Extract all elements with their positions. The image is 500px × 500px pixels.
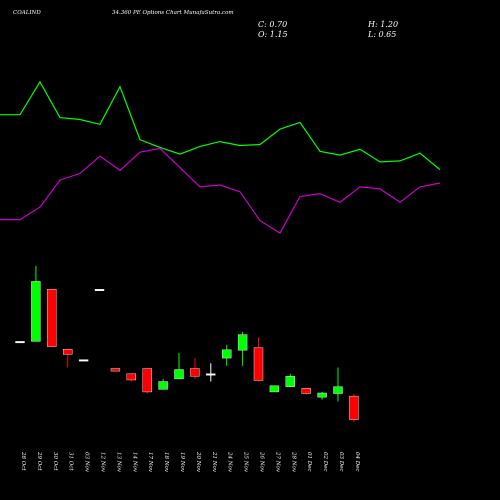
candle xyxy=(349,393,359,423)
candle-body xyxy=(126,373,137,381)
candle-body xyxy=(221,349,232,359)
low-label: L: 0.65 xyxy=(367,30,396,39)
candle-body xyxy=(174,369,184,380)
indicator-line-green xyxy=(0,80,441,171)
open-label: O: 1.15 xyxy=(258,30,288,39)
candle xyxy=(206,363,216,382)
x-tick-label: 28 Oct xyxy=(20,451,26,471)
candle-body xyxy=(237,334,248,351)
candle xyxy=(15,341,25,344)
candle xyxy=(158,378,168,390)
x-tick-label: 25 Nov xyxy=(243,451,249,473)
x-tick-label: 27 Nov xyxy=(274,451,280,473)
candle xyxy=(47,289,57,347)
x-tick-label: 19 Nov xyxy=(179,452,185,473)
x-tick-label: 26 Nov xyxy=(259,451,265,473)
candle xyxy=(94,289,105,291)
x-tick-label: 12 Nov xyxy=(100,452,106,473)
candle xyxy=(301,388,311,395)
candle xyxy=(190,358,200,379)
candle-body xyxy=(63,349,73,355)
candle xyxy=(237,332,248,366)
x-tick-label: 13 Nov xyxy=(115,452,121,473)
x-tick-label: 03 Nov xyxy=(84,452,90,473)
candle-body xyxy=(253,347,264,381)
candle xyxy=(142,368,152,394)
candle xyxy=(285,373,295,387)
candle xyxy=(174,352,184,380)
candle-body xyxy=(206,373,216,376)
candle-body xyxy=(158,381,168,390)
candle xyxy=(63,349,73,368)
x-tick-label: 21 Nov xyxy=(211,451,217,473)
candle-body xyxy=(47,289,57,347)
x-tick-label: 20 Nov xyxy=(195,451,201,473)
candle-body xyxy=(317,392,327,398)
candle-body xyxy=(333,386,343,394)
candle xyxy=(110,368,121,372)
x-tick-label: 28 Nov xyxy=(290,451,296,473)
candle xyxy=(317,391,327,400)
candle-body xyxy=(31,281,41,342)
candle-body xyxy=(94,289,105,291)
x-tick-label: 17 Nov xyxy=(147,452,153,473)
x-axis-ticks: 28 Oct 29 Oct 30 Oct 31 Oct 03 Nov 12 Nov 13 N… xyxy=(20,451,360,473)
candle xyxy=(31,265,41,342)
x-tick-label: 04 Dec xyxy=(354,452,360,472)
candle-body xyxy=(110,368,121,372)
candle-body xyxy=(190,368,200,377)
chart-symbol: COALIND xyxy=(13,10,41,16)
candle-body xyxy=(349,395,359,420)
candle xyxy=(221,345,232,366)
x-tick-label: 24 Nov xyxy=(227,451,233,473)
candle-body xyxy=(269,385,280,393)
indicator-lines xyxy=(0,80,441,234)
candle-body xyxy=(78,359,89,362)
candle xyxy=(78,359,89,362)
x-tick-label: 18 Nov xyxy=(163,452,169,473)
x-tick-label: 30 Oct xyxy=(52,452,58,471)
high-label: H: 1.20 xyxy=(367,20,398,29)
x-tick-label: 29 Oct xyxy=(36,451,42,471)
candle xyxy=(333,367,343,402)
candle xyxy=(269,385,280,393)
x-tick-label: 14 Nov xyxy=(131,452,137,473)
candle-body xyxy=(15,341,25,344)
close-label: C: 0.70 xyxy=(258,20,287,29)
x-tick-label: 03 Dec xyxy=(338,452,344,472)
x-tick-label: 02 Dec xyxy=(322,452,328,472)
indicator-line-magenta xyxy=(0,147,441,234)
x-tick-label: 31 Oct xyxy=(68,452,74,471)
candle-body xyxy=(142,368,152,393)
candle xyxy=(253,337,264,382)
candle-body xyxy=(285,376,295,387)
x-tick-label: 01 Dec xyxy=(306,452,312,472)
candle-body xyxy=(301,388,311,394)
candle xyxy=(126,373,137,382)
candles xyxy=(15,265,359,423)
chart-subtitle: 34.360 PE Options Chart MunafaSutra.com xyxy=(112,10,234,16)
